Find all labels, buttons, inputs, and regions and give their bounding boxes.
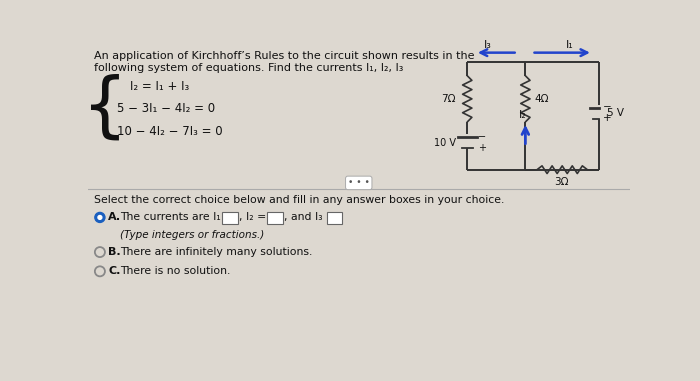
- Text: • • •: • • •: [348, 178, 370, 187]
- Text: I₂ = I₁ + I₃: I₂ = I₁ + I₃: [130, 80, 190, 93]
- Text: I₁: I₁: [566, 40, 573, 50]
- Text: 7Ω: 7Ω: [441, 94, 456, 104]
- Text: C.: C.: [108, 266, 121, 276]
- Text: , I₂ =: , I₂ =: [239, 213, 267, 223]
- Text: −: −: [478, 132, 486, 142]
- Circle shape: [95, 213, 105, 223]
- Text: −: −: [603, 102, 612, 112]
- Circle shape: [95, 247, 105, 257]
- Bar: [267, 212, 283, 224]
- Text: I₂: I₂: [519, 110, 527, 120]
- Text: 3Ω: 3Ω: [554, 178, 569, 187]
- Text: There are infinitely many solutions.: There are infinitely many solutions.: [120, 247, 312, 257]
- Text: B.: B.: [108, 247, 121, 257]
- Bar: [223, 212, 238, 224]
- Text: The currents are I₁ =: The currents are I₁ =: [120, 213, 233, 223]
- Circle shape: [95, 266, 105, 276]
- Text: {: {: [81, 74, 127, 142]
- Text: 10 V: 10 V: [433, 138, 456, 148]
- Text: I₃: I₃: [484, 40, 492, 50]
- Text: following system of equations. Find the currents I₁, I₂, I₃: following system of equations. Find the …: [94, 62, 403, 73]
- Bar: [327, 212, 342, 224]
- Circle shape: [98, 216, 102, 219]
- Text: 10 − 4I₂ − 7I₃ = 0: 10 − 4I₂ − 7I₃ = 0: [117, 125, 223, 138]
- Text: 5 V: 5 V: [607, 108, 624, 118]
- Text: , and I₃ =: , and I₃ =: [284, 213, 335, 223]
- Text: 5 − 3I₁ − 4I₂ = 0: 5 − 3I₁ − 4I₂ = 0: [117, 102, 215, 115]
- Text: 4Ω: 4Ω: [535, 94, 550, 104]
- Text: (Type integers or fractions.): (Type integers or fractions.): [120, 230, 265, 240]
- Text: There is no solution.: There is no solution.: [120, 266, 230, 276]
- Text: An application of Kirchhoff’s Rules to the circuit shown results in the: An application of Kirchhoff’s Rules to t…: [94, 51, 474, 61]
- Text: +: +: [603, 113, 612, 123]
- Text: Select the correct choice below and fill in any answer boxes in your choice.: Select the correct choice below and fill…: [94, 195, 504, 205]
- Text: +: +: [478, 143, 486, 153]
- Text: A.: A.: [108, 213, 122, 223]
